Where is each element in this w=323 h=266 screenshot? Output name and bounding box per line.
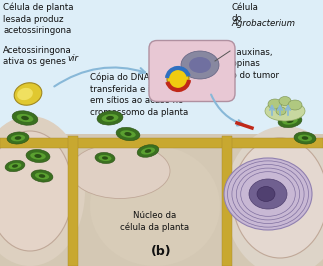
- Text: (b): (b): [151, 245, 171, 258]
- Bar: [222, 136, 232, 266]
- Ellipse shape: [0, 131, 72, 251]
- FancyArrowPatch shape: [211, 95, 243, 126]
- FancyBboxPatch shape: [149, 40, 235, 102]
- FancyArrowPatch shape: [54, 68, 145, 86]
- Bar: [0, 0, 323, 136]
- Ellipse shape: [97, 111, 123, 125]
- Ellipse shape: [101, 114, 119, 122]
- Ellipse shape: [225, 126, 323, 266]
- Ellipse shape: [298, 135, 312, 141]
- Ellipse shape: [145, 149, 151, 153]
- Ellipse shape: [224, 158, 312, 230]
- Ellipse shape: [276, 107, 286, 115]
- Ellipse shape: [21, 116, 29, 120]
- Ellipse shape: [17, 114, 33, 122]
- FancyArrowPatch shape: [286, 106, 290, 115]
- Ellipse shape: [278, 114, 302, 128]
- Ellipse shape: [257, 186, 275, 202]
- Ellipse shape: [193, 59, 199, 63]
- Ellipse shape: [12, 164, 18, 168]
- Ellipse shape: [11, 135, 25, 141]
- Ellipse shape: [202, 68, 206, 71]
- Ellipse shape: [193, 68, 199, 71]
- Ellipse shape: [14, 83, 42, 105]
- Ellipse shape: [294, 132, 316, 144]
- Ellipse shape: [205, 63, 211, 67]
- Ellipse shape: [265, 101, 305, 121]
- Text: vir: vir: [67, 54, 78, 63]
- Text: Núcleo da
célula da planta: Núcleo da célula da planta: [120, 211, 190, 232]
- Ellipse shape: [120, 130, 136, 138]
- Ellipse shape: [302, 136, 308, 140]
- Ellipse shape: [141, 147, 155, 155]
- Ellipse shape: [9, 163, 21, 169]
- Ellipse shape: [39, 174, 45, 178]
- Ellipse shape: [99, 155, 111, 161]
- FancyArrowPatch shape: [278, 106, 282, 115]
- Ellipse shape: [288, 100, 302, 110]
- Ellipse shape: [249, 179, 287, 209]
- Ellipse shape: [31, 170, 53, 182]
- Ellipse shape: [202, 59, 206, 63]
- Ellipse shape: [268, 99, 282, 109]
- Ellipse shape: [106, 116, 114, 120]
- Ellipse shape: [190, 63, 194, 67]
- Ellipse shape: [12, 111, 38, 125]
- Ellipse shape: [279, 97, 291, 106]
- Ellipse shape: [35, 154, 42, 158]
- Text: Célula de planta
lesada produz
acetossiringona: Célula de planta lesada produz acetossir…: [3, 3, 74, 35]
- Text: Cópia do DNA T é
transferida e integrada
em sítios ao acaso no
cromossomo da pla: Cópia do DNA T é transferida e integrada…: [90, 73, 190, 117]
- Ellipse shape: [116, 127, 140, 141]
- Ellipse shape: [95, 152, 115, 164]
- Text: Célula
do: Célula do: [231, 3, 258, 23]
- Bar: [68, 136, 78, 266]
- Ellipse shape: [35, 173, 49, 179]
- Ellipse shape: [17, 88, 33, 100]
- Text: Acetossiringona
ativa os genes: Acetossiringona ativa os genes: [3, 46, 72, 66]
- Ellipse shape: [124, 132, 131, 136]
- Bar: [0, 134, 323, 266]
- Ellipse shape: [15, 136, 21, 140]
- Ellipse shape: [7, 132, 29, 144]
- Ellipse shape: [282, 117, 298, 125]
- Ellipse shape: [0, 116, 85, 266]
- Text: Agrobacterium: Agrobacterium: [231, 19, 295, 28]
- FancyArrowPatch shape: [270, 106, 274, 115]
- Ellipse shape: [137, 145, 159, 157]
- Ellipse shape: [30, 152, 46, 160]
- Ellipse shape: [287, 119, 294, 123]
- Ellipse shape: [233, 138, 323, 258]
- Ellipse shape: [5, 160, 25, 172]
- Text: Síntese de auxinas,
citocinas, opinas
e formação do tumor: Síntese de auxinas, citocinas, opinas e …: [188, 48, 279, 80]
- Ellipse shape: [189, 57, 211, 73]
- Bar: [0, 138, 323, 148]
- Ellipse shape: [90, 146, 220, 266]
- Ellipse shape: [102, 156, 108, 160]
- Ellipse shape: [70, 143, 170, 198]
- Ellipse shape: [26, 149, 50, 163]
- Ellipse shape: [181, 51, 219, 79]
- Circle shape: [167, 68, 189, 90]
